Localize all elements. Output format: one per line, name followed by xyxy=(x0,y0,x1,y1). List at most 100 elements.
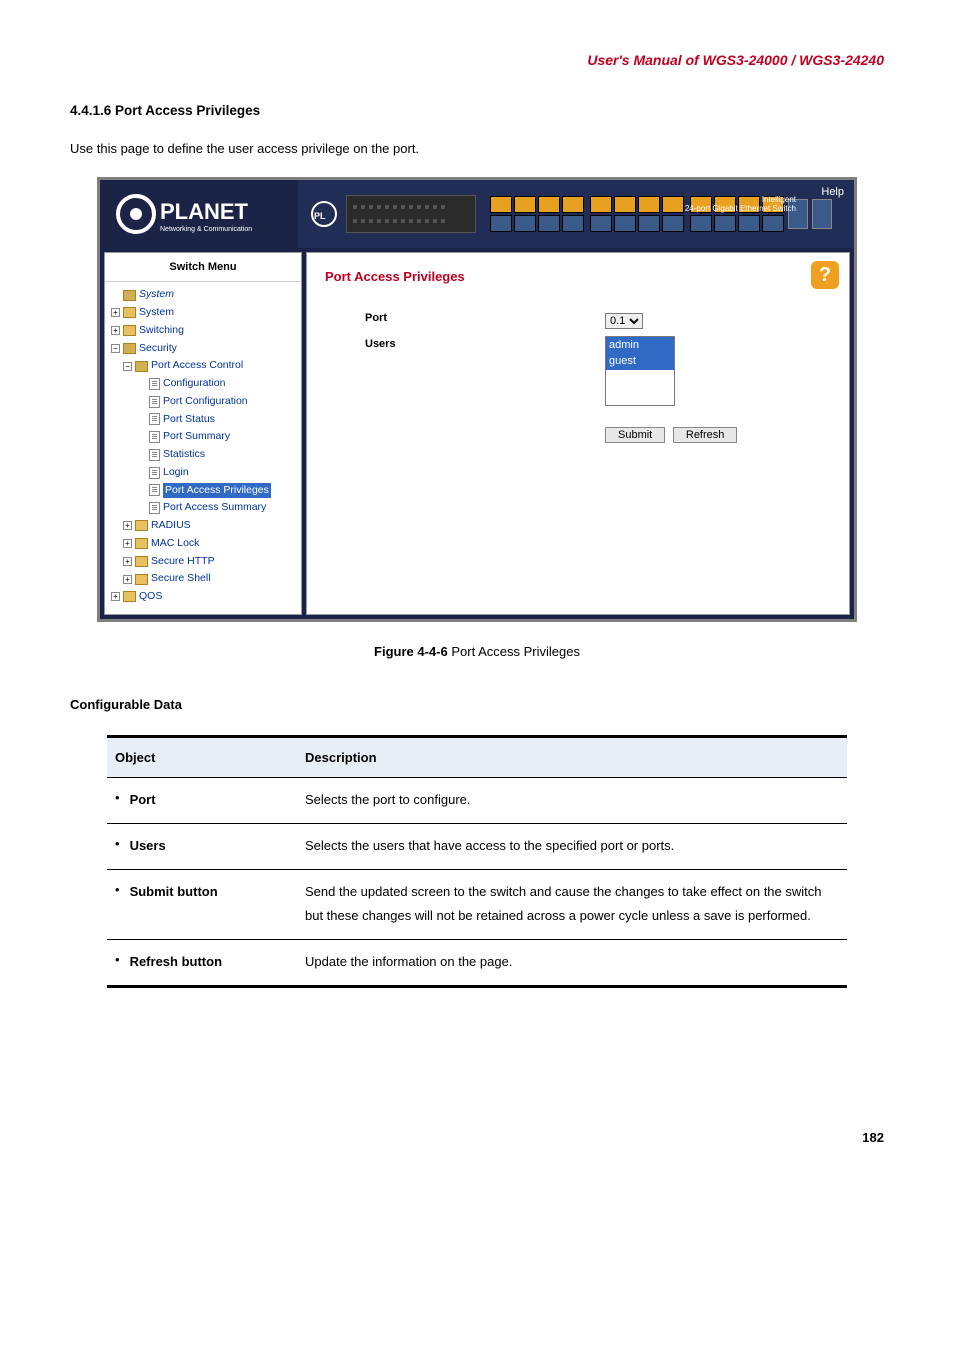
obj-users: Users xyxy=(130,834,166,859)
help-link[interactable]: Help xyxy=(821,184,844,201)
logo-area: PLANET Networking & Communication xyxy=(100,180,298,248)
bullet-icon: • xyxy=(115,880,120,905)
tree-radius[interactable]: +RADIUS xyxy=(109,517,299,535)
tree-mac-lock[interactable]: +MAC Lock xyxy=(109,535,299,553)
tree-port-access-privileges[interactable]: Port Access Privileges xyxy=(109,482,299,500)
sfp-slot-2 xyxy=(812,199,832,229)
bullet-icon: • xyxy=(115,788,120,813)
port-group-1 xyxy=(490,196,584,232)
tree-port-configuration[interactable]: Port Configuration xyxy=(109,393,299,411)
tree-qos[interactable]: +QOS xyxy=(109,588,299,606)
users-label: Users xyxy=(365,336,445,353)
svg-text:PL: PL xyxy=(314,211,326,221)
page-icon xyxy=(149,413,160,425)
page-icon xyxy=(149,431,160,443)
tree-secure-shell[interactable]: +Secure Shell xyxy=(109,570,299,588)
tree-label: Port Access Summary xyxy=(163,500,266,516)
folder-icon xyxy=(135,361,148,372)
desc-submit: Send the updated screen to the switch an… xyxy=(297,869,847,939)
manual-header: User's Manual of WGS3-24000 / WGS3-24240 xyxy=(70,50,884,71)
user-option-admin[interactable]: admin xyxy=(606,337,674,354)
table-row: • Users Selects the users that have acces… xyxy=(107,823,847,869)
body-area: Switch Menu System +System +Switching −S… xyxy=(100,248,854,619)
bullet-icon: • xyxy=(115,834,120,859)
page-icon xyxy=(149,378,160,390)
folder-icon xyxy=(135,538,148,549)
app-screenshot: PLANET Networking & Communication Help I… xyxy=(97,177,857,622)
figure-caption: Figure 4-4-6 Port Access Privileges xyxy=(70,642,884,662)
nav-tree: System +System +Switching −Security −Por… xyxy=(105,282,301,614)
config-table: Object Description •Port Selects the por… xyxy=(107,735,847,988)
tree-label: System xyxy=(139,287,174,303)
users-listbox[interactable]: admin guest xyxy=(605,336,675,406)
tree-login[interactable]: Login xyxy=(109,464,299,482)
tree-configuration[interactable]: Configuration xyxy=(109,375,299,393)
device-description: Intelligent 24-port Gigabit Ethernet Swi… xyxy=(685,196,796,214)
tree-port-access-control[interactable]: −Port Access Control xyxy=(109,357,299,375)
page-icon xyxy=(149,502,160,514)
folder-icon xyxy=(123,290,136,301)
port-row: Port 0.1 xyxy=(325,310,831,330)
tree-port-access-summary[interactable]: Port Access Summary xyxy=(109,499,299,517)
tree-system[interactable]: +System xyxy=(109,304,299,322)
tree-port-summary[interactable]: Port Summary xyxy=(109,428,299,446)
tree-label: Port Access Control xyxy=(151,358,243,374)
tree-statistics[interactable]: Statistics xyxy=(109,446,299,464)
tree-label: Secure HTTP xyxy=(151,554,215,570)
configurable-data-heading: Configurable Data xyxy=(70,695,884,715)
tree-switching[interactable]: +Switching xyxy=(109,322,299,340)
folder-icon xyxy=(123,325,136,336)
pane-title: Port Access Privileges xyxy=(325,267,831,287)
logo-text: PLANET xyxy=(160,199,249,224)
sidebar-title: Switch Menu xyxy=(105,253,301,283)
th-object: Object xyxy=(107,736,297,778)
device-panel: Help Intelligent 24-port Gigabit Etherne… xyxy=(298,180,854,248)
tree-root-system[interactable]: System xyxy=(109,286,299,304)
page-icon xyxy=(149,467,160,479)
page-icon xyxy=(149,396,160,408)
tree-label: Security xyxy=(139,341,177,357)
tree-security[interactable]: −Security xyxy=(109,340,299,358)
port-label: Port xyxy=(365,310,445,327)
logo-subtext: Networking & Communication xyxy=(160,226,252,233)
refresh-button[interactable]: Refresh xyxy=(673,427,738,443)
folder-icon xyxy=(123,591,136,602)
port-group-2 xyxy=(590,196,684,232)
table-row: • Submit button Send the updated screen t… xyxy=(107,869,847,939)
user-option-guest[interactable]: guest xyxy=(606,353,674,370)
tree-port-status[interactable]: Port Status xyxy=(109,411,299,429)
tree-label: Port Configuration xyxy=(163,394,248,410)
obj-submit: Submit button xyxy=(130,880,218,905)
tree-label: Configuration xyxy=(163,376,225,392)
figure-label: Figure 4-4-6 xyxy=(374,644,448,659)
folder-icon xyxy=(123,343,136,354)
tree-label: Switching xyxy=(139,323,184,339)
page-icon xyxy=(149,484,160,496)
tree-label: RADIUS xyxy=(151,518,191,534)
top-banner: PLANET Networking & Communication Help I… xyxy=(100,180,854,248)
desc-port: Selects the port to configure. xyxy=(297,778,847,824)
bullet-icon: • xyxy=(115,950,120,975)
tree-secure-http[interactable]: +Secure HTTP xyxy=(109,553,299,571)
sidebar: Switch Menu System +System +Switching −S… xyxy=(104,252,302,615)
page-icon xyxy=(149,449,160,461)
tree-label: Statistics xyxy=(163,447,205,463)
page-number: 182 xyxy=(70,1128,884,1148)
led-block xyxy=(346,195,476,233)
help-icon[interactable]: ? xyxy=(811,261,839,289)
submit-button[interactable]: Submit xyxy=(605,427,665,443)
tree-label: MAC Lock xyxy=(151,536,199,552)
tree-label: System xyxy=(139,305,174,321)
obj-refresh: Refresh button xyxy=(130,950,222,975)
folder-icon xyxy=(135,556,148,567)
folder-icon xyxy=(135,520,148,531)
table-row: •Refresh button Update the information o… xyxy=(107,940,847,987)
tree-label: Login xyxy=(163,465,189,481)
folder-icon xyxy=(123,307,136,318)
tree-label: Port Status xyxy=(163,412,215,428)
content-pane: ? Port Access Privileges Port 0.1 Users … xyxy=(306,252,850,615)
tree-label: Secure Shell xyxy=(151,571,211,587)
users-row: Users admin guest xyxy=(325,336,831,406)
port-select[interactable]: 0.1 xyxy=(605,313,643,329)
desc-users: Selects the users that have access to th… xyxy=(297,823,847,869)
